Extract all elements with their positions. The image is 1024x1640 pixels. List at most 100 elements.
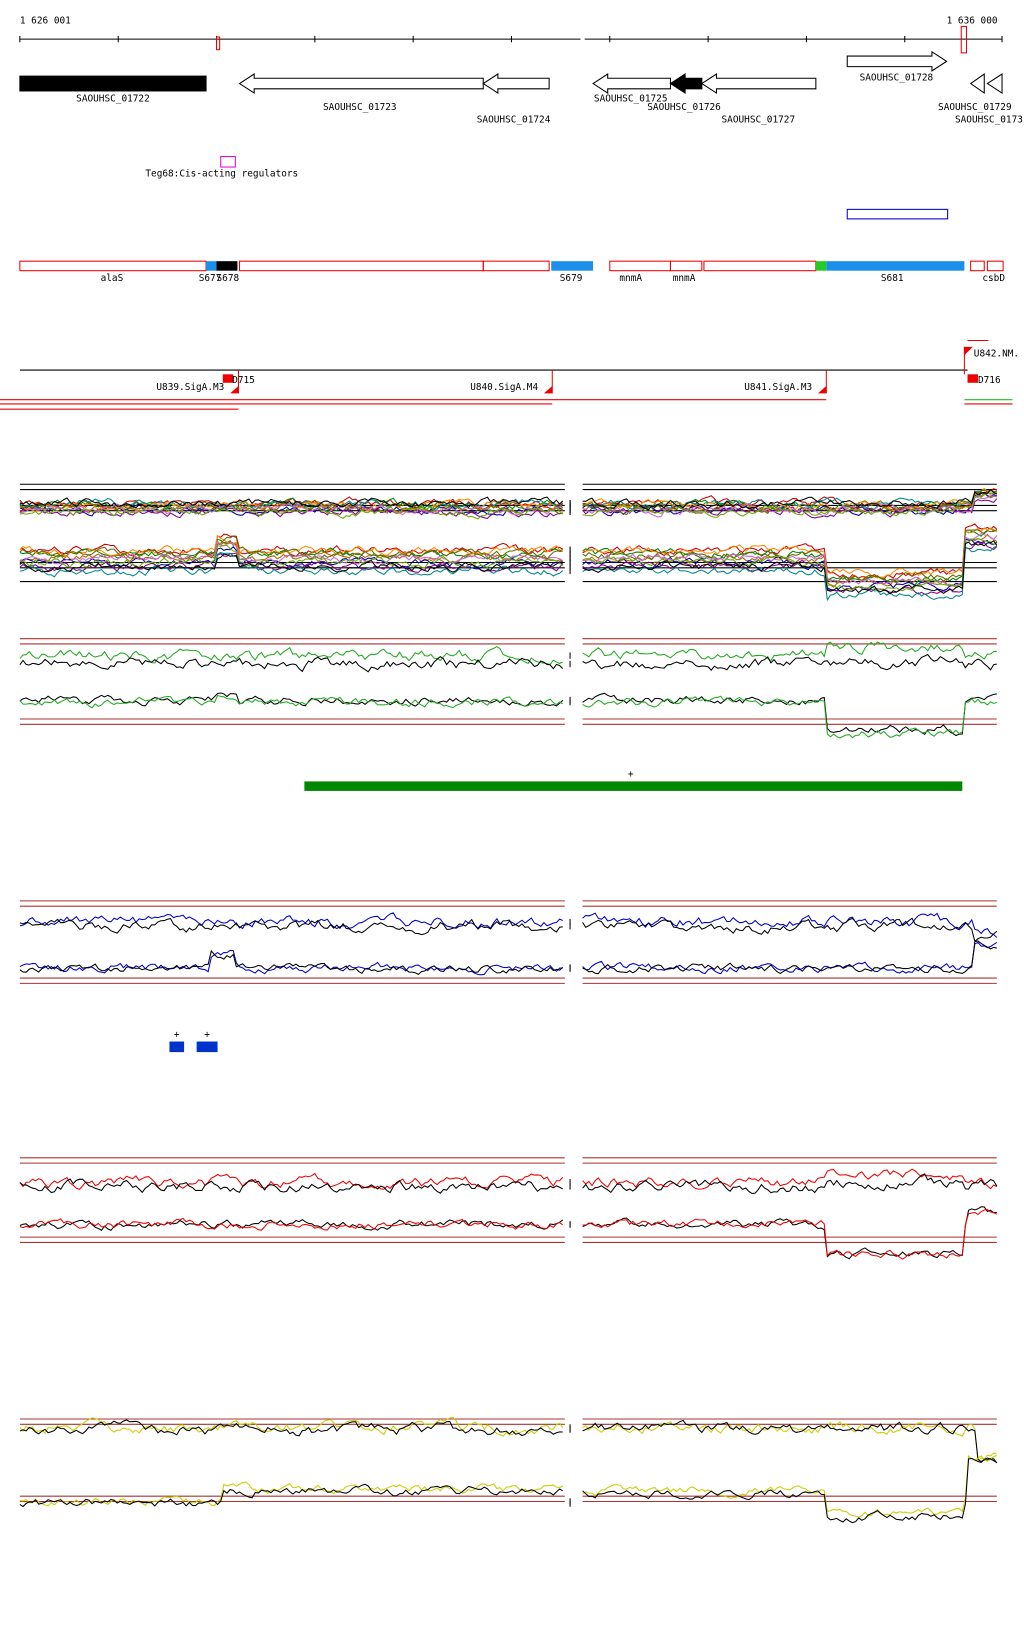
label: S681	[881, 273, 904, 284]
track-line	[582, 917, 998, 943]
label: SAOUHSC_01723	[323, 102, 397, 113]
track-line	[19, 496, 564, 509]
label: S679	[560, 273, 583, 284]
label: SAOUHSC_01725	[594, 93, 668, 104]
segment	[551, 261, 594, 271]
gene-arrow	[592, 73, 671, 95]
track-line	[582, 1168, 998, 1190]
label: alaS	[101, 273, 124, 284]
gene-arrow	[669, 73, 703, 95]
label: SAOUHSC_01726	[647, 102, 721, 113]
label: SAOUHSC_01728	[860, 72, 934, 83]
segment	[206, 261, 217, 271]
gene-arrow	[846, 50, 948, 72]
feature-bar	[304, 781, 963, 791]
track-line	[582, 487, 997, 512]
label: U842.NM.	[974, 348, 1019, 359]
track-line	[19, 553, 563, 573]
track-line	[582, 1457, 998, 1524]
segment	[826, 261, 965, 271]
promoter-marker	[967, 374, 978, 383]
label: Teg68:Cis-acting regulators	[145, 169, 298, 180]
promoter-marker	[230, 385, 239, 394]
track-line	[19, 505, 563, 520]
track-line	[582, 1454, 998, 1518]
track-line	[582, 527, 998, 579]
track-line	[582, 495, 997, 518]
label: csbD	[982, 273, 1005, 284]
track-line	[19, 544, 564, 569]
track-line	[19, 1178, 563, 1194]
label: mnmA	[673, 273, 696, 284]
segment	[703, 260, 817, 272]
track-line	[582, 641, 997, 662]
label: U841.SigA.M3	[744, 382, 812, 393]
track-line	[19, 1483, 563, 1508]
gene-block	[19, 75, 207, 92]
ruler-marker	[960, 25, 967, 54]
segment	[609, 260, 671, 272]
track-line	[582, 1206, 997, 1260]
promoter-marker	[817, 385, 827, 394]
track-line	[19, 912, 563, 930]
track-line	[582, 541, 998, 595]
ruler-marker	[215, 36, 221, 51]
gene-arrow	[700, 73, 817, 95]
track-line	[19, 503, 563, 516]
track-line	[19, 655, 564, 673]
track-line	[19, 535, 563, 560]
label: +	[174, 1029, 180, 1040]
track-line	[582, 1208, 998, 1260]
label: SAOUHSC_01729	[938, 102, 1012, 113]
segment	[19, 260, 207, 272]
label: U839.SigA.M3	[156, 382, 224, 393]
promoter-marker	[543, 385, 553, 394]
track-line	[19, 949, 563, 976]
track-line	[19, 645, 563, 665]
gene-arrow	[986, 73, 1003, 95]
track-line	[19, 1172, 564, 1190]
track-line	[19, 917, 563, 936]
track-line	[582, 489, 997, 516]
segment	[970, 260, 985, 272]
track-line	[19, 1416, 564, 1437]
label: SAOUHSC_01724	[477, 115, 551, 126]
label: D716	[978, 375, 1001, 386]
label: SAOUHSC_01727	[722, 115, 796, 126]
track-line	[582, 488, 998, 510]
segment	[239, 260, 484, 272]
label: +	[204, 1029, 210, 1040]
annotation-box	[220, 155, 236, 168]
track-line	[19, 534, 563, 558]
track-line	[582, 695, 997, 739]
track-line	[19, 692, 564, 707]
track-line	[582, 492, 997, 518]
segment	[216, 261, 238, 271]
gene-arrow	[482, 73, 550, 95]
track-line	[582, 653, 997, 671]
promoter-marker	[222, 374, 234, 383]
segment	[669, 260, 703, 272]
track-line	[582, 912, 998, 938]
track-line	[582, 940, 997, 975]
track-line	[582, 540, 998, 595]
gene-arrow	[969, 73, 985, 95]
feature-box	[169, 1041, 185, 1053]
label: S678	[217, 273, 240, 284]
track-line	[582, 1419, 998, 1464]
label: U840.SigA.M4	[470, 382, 538, 393]
feature-box	[846, 208, 949, 220]
gene-arrow	[238, 73, 484, 95]
promoter-marker	[964, 346, 973, 356]
label: SAOUHSC_01722	[76, 93, 150, 104]
track-line	[582, 1173, 998, 1195]
track-line	[19, 1218, 564, 1232]
track-line	[19, 1217, 564, 1231]
segment	[482, 260, 550, 272]
segment	[815, 261, 827, 271]
track-line	[19, 1419, 563, 1437]
label: +	[628, 769, 634, 780]
track-line	[19, 1481, 563, 1507]
